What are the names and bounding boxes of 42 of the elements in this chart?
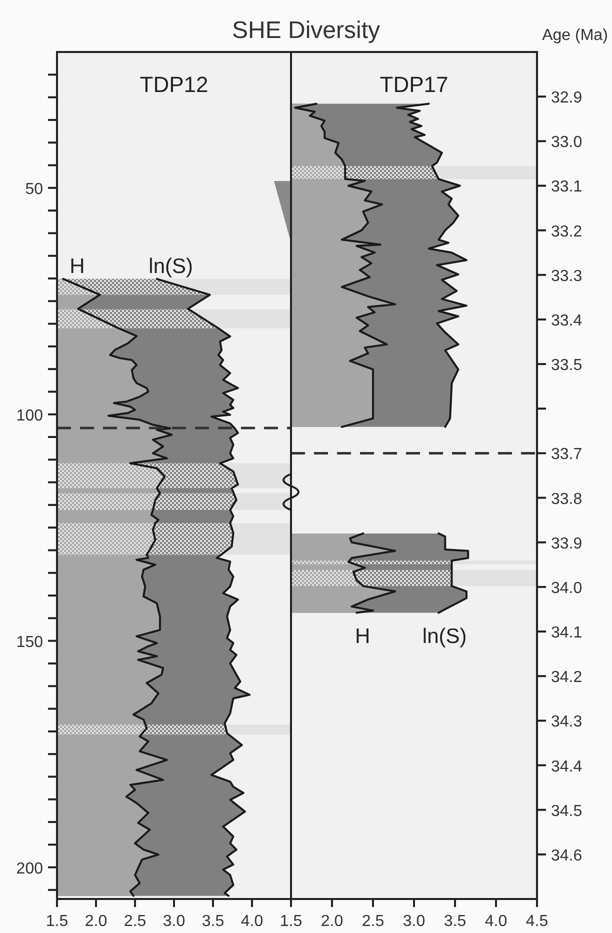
x-tick-label: 3.0 [162,913,186,930]
x-tick-label: 2.5 [362,913,384,930]
y-tick-label: 33.4 [551,312,582,330]
series-label: H [355,624,370,648]
y-tick-label: 34.6 [551,847,582,864]
y-tick-label: 34.5 [551,802,582,820]
y-tick-label: 34.4 [551,758,582,776]
series-label: ln(S) [148,254,194,278]
y-tick-label: 34.3 [551,714,582,731]
y-tick-label: 33.2 [551,223,582,240]
x-tick-label: 2.0 [320,913,344,930]
x-tick-label: 4.0 [484,913,508,930]
y-tick-label: 200 [16,860,44,878]
x-tick-label: 1.5 [280,913,302,930]
y-tick-label: 34.1 [551,624,582,642]
y-tick-label: 100 [16,407,44,424]
y-tick-label: 33.0 [551,134,582,152]
y-tick-label: 33.1 [551,178,582,196]
x-tick-label: 2.0 [84,913,108,930]
y-axis-title: Age (Ma) [542,27,608,44]
x-tick-label: 4.0 [240,913,264,930]
y-tick-label: 150 [16,634,44,651]
x-tick-label: 2.5 [124,913,146,930]
y-tick-label: 34.0 [551,580,582,597]
x-tick-label: 4.5 [526,913,548,930]
series-label: ln(S) [422,624,467,648]
x-tick-label: 3.5 [202,913,224,930]
y-tick-label: 33.3 [551,268,582,285]
y-tick-label: 33.9 [551,535,582,552]
y-tick-label: 33.7 [551,446,582,464]
chart-title: SHE Diversity [232,17,380,44]
x-tick-label: 3.5 [444,913,466,930]
y-tick-label: 33.8 [551,490,582,508]
x-tick-label: 3.0 [402,913,426,930]
x-tick-label: 1.5 [46,913,68,930]
y-tick-label: 33.5 [551,357,582,374]
y-tick-label: 34.2 [551,669,582,686]
text: TDP17 [380,72,448,97]
series-label: H [70,254,85,278]
text: TDP12 [140,72,208,97]
y-tick-label: 50 [25,180,44,198]
y-tick-label: 32.9 [551,90,582,107]
